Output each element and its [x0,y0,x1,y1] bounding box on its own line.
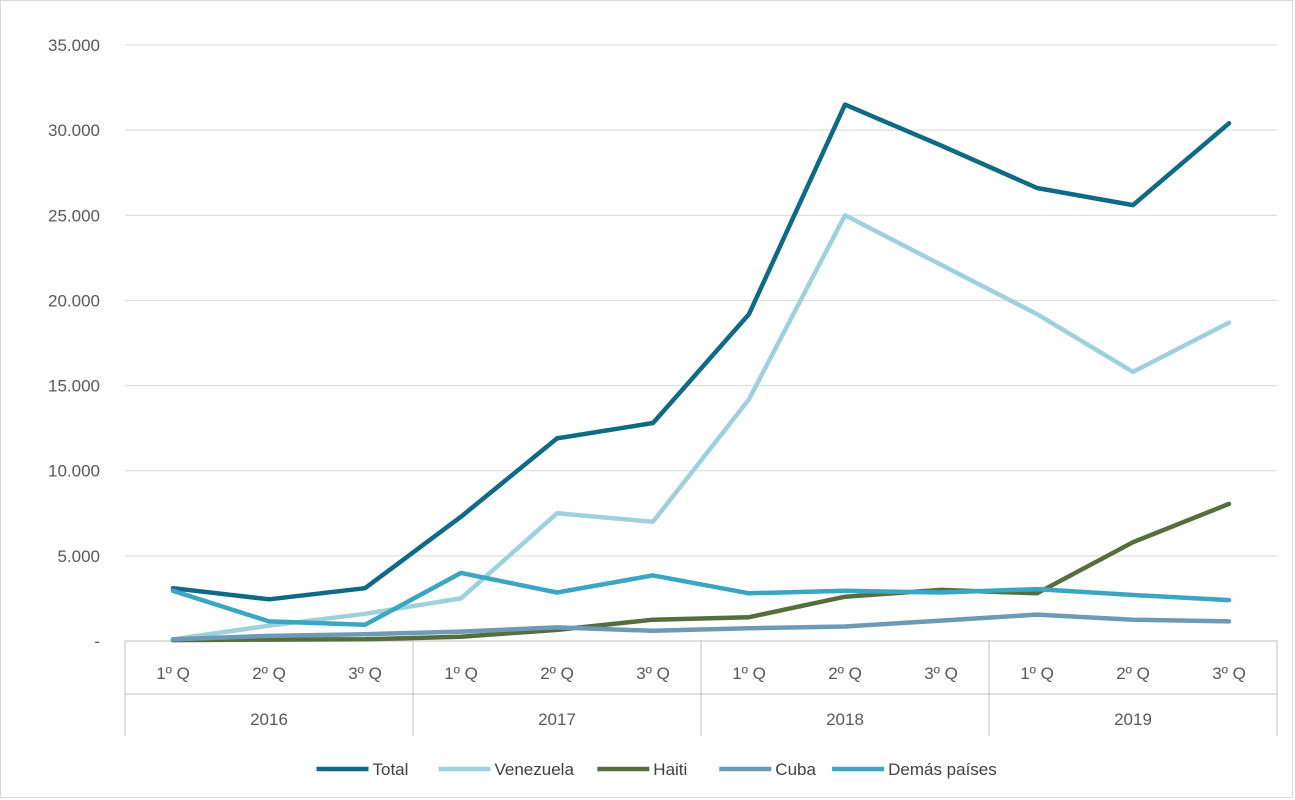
x-tick-label: 1º Q [444,664,478,683]
x-tick-label: 1º Q [732,664,766,683]
x-tick-label: 3º Q [636,664,670,683]
series-line-haiti [170,501,1232,643]
y-axis: - 5.000 10.000 15.000 20.000 25.000 30.000 35.0… [48,36,100,651]
y-tick-label: 25.000 [48,206,100,225]
x-tick-label: 2º Q [1116,664,1150,683]
x-axis: 1º Q 2º Q 3º Q 1º Q 2º Q 3º Q 1º Q 2º Q 3º Q 1º Q… [124,640,1278,736]
legend-label: Cuba [775,760,816,779]
legend: Total Venezuela Haiti Cuba Demás países [316,760,997,779]
y-tick-label: 15.000 [48,377,100,396]
x-tick-label: 2º Q [540,664,574,683]
x-group-label: 2018 [826,710,864,729]
x-tick-label: 1º Q [1020,664,1054,683]
x-tick-label: 3º Q [924,664,958,683]
x-group-label: 2019 [1114,710,1152,729]
gridlines [125,44,1277,557]
y-tick-label: 5.000 [57,547,100,566]
y-tick-label: - [94,632,100,651]
y-tick-label: 35.000 [48,36,100,55]
x-tick-label: 3º Q [1212,664,1246,683]
x-group-label: 2017 [538,710,576,729]
legend-label: Venezuela [495,760,575,779]
x-tick-label: 3º Q [348,664,382,683]
series-lines [170,102,1232,643]
legend-label: Demás países [888,760,997,779]
series-line-total [170,102,1232,602]
y-tick-label: 20.000 [48,291,100,310]
x-tick-label: 1º Q [156,664,190,683]
legend-label: Haiti [653,760,687,779]
x-group-label: 2016 [250,710,288,729]
series-line-cuba [170,612,1232,642]
x-tick-label: 2º Q [828,664,862,683]
series-line-venezuela [170,213,1232,642]
series-line-demás-países [170,570,1232,628]
y-tick-label: 10.000 [48,462,100,481]
legend-label: Total [373,760,409,779]
y-tick-label: 30.000 [48,121,100,140]
x-tick-label: 2º Q [252,664,286,683]
